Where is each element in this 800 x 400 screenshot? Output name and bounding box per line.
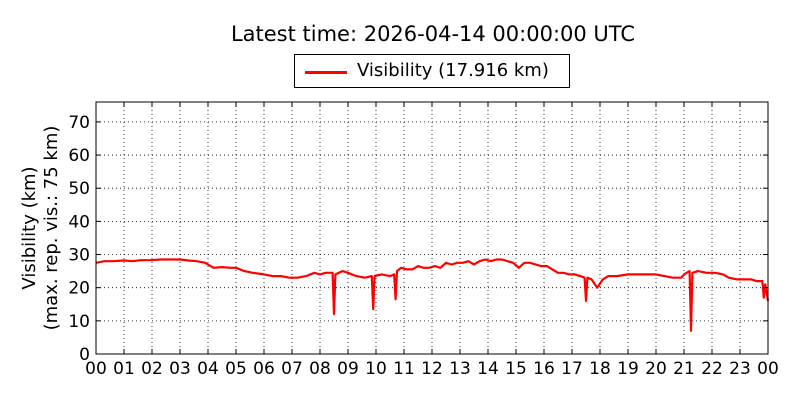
y-axis-label-secondary: (max. rep. vis.: 75 km) — [41, 126, 62, 331]
y-axis-label: Visibility (km) — [19, 166, 40, 289]
x-tick-label: 09 — [337, 359, 359, 379]
x-tick-label: 07 — [281, 359, 303, 379]
x-tick-label: 01 — [113, 359, 135, 379]
x-tick-label: 13 — [449, 359, 471, 379]
y-tick-label: 30 — [68, 246, 90, 266]
x-tick-label: 14 — [477, 359, 499, 379]
x-tick-label: 12 — [421, 359, 443, 379]
ticks — [95, 102, 769, 355]
x-tick-label: 15 — [505, 359, 527, 379]
y-tick-label: 0 — [79, 345, 90, 365]
x-tick-label: 20 — [645, 359, 667, 379]
y-tick-label: 10 — [68, 312, 90, 332]
x-tick-label: 16 — [533, 359, 555, 379]
x-tick-label: 23 — [729, 359, 751, 379]
x-tick-label: 17 — [561, 359, 583, 379]
y-tick-label: 70 — [68, 113, 90, 133]
legend-line-swatch — [305, 71, 347, 74]
plot-frame — [95, 101, 769, 355]
series-layer — [95, 258, 770, 332]
tick-labels: 00 01 02 03 04 05 06 07 08 09 10 11 12 13 14 15 16 17 18 19… — [68, 113, 778, 379]
legend-label: Visibility (17.916 km) — [357, 60, 549, 81]
y-tick-label: 60 — [68, 146, 90, 166]
x-tick-label: 18 — [589, 359, 611, 379]
y-tick-label: 20 — [68, 279, 90, 299]
x-tick-label: 11 — [393, 359, 415, 379]
legend: Visibility (17.916 km) — [294, 54, 570, 88]
x-tick-label: 00 — [85, 359, 107, 379]
x-tick-label: 03 — [169, 359, 191, 379]
grid — [96, 102, 768, 354]
x-tick-label: 06 — [253, 359, 275, 379]
chart-title: Latest time: 2026-04-14 00:00:00 UTC — [230, 22, 636, 46]
x-tick-label: 21 — [673, 359, 695, 379]
x-tick-label: 05 — [225, 359, 247, 379]
x-tick-label: 04 — [197, 359, 219, 379]
x-tick-label: 02 — [141, 359, 163, 379]
y-tick-label: 40 — [68, 212, 90, 232]
x-tick-label: 00 — [757, 359, 779, 379]
x-tick-label: 10 — [365, 359, 387, 379]
y-tick-label: 50 — [68, 179, 90, 199]
x-tick-label: 08 — [309, 359, 331, 379]
x-tick-label: 19 — [617, 359, 639, 379]
series-line-visibility — [95, 258, 770, 332]
x-tick-label: 22 — [701, 359, 723, 379]
